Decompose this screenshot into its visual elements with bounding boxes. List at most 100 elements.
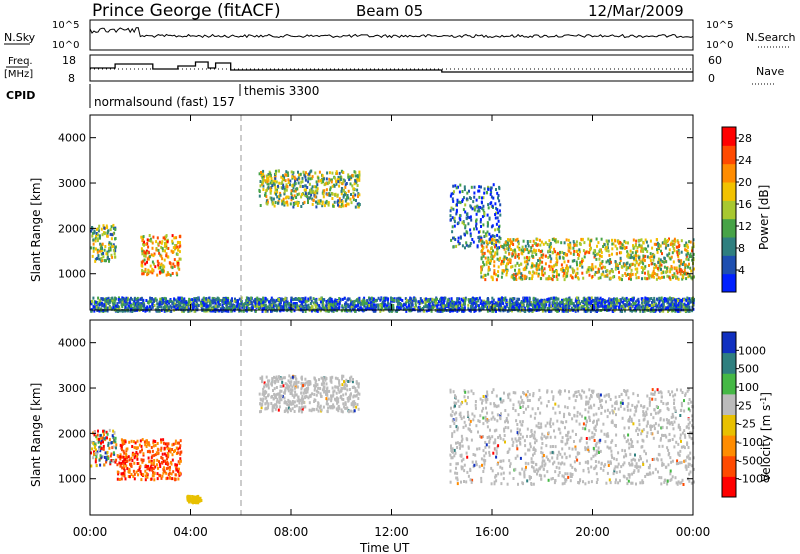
echo-cell xyxy=(417,309,420,313)
echo-cell xyxy=(461,200,464,203)
echo-cell xyxy=(170,300,172,303)
echo-cell xyxy=(504,296,507,300)
echo-cell xyxy=(94,239,97,243)
echo-cell xyxy=(675,269,678,273)
echo-cell xyxy=(410,297,413,301)
echo-cell xyxy=(689,266,692,270)
echo-cell xyxy=(118,309,121,313)
echo-cell xyxy=(665,239,667,243)
echo-cell xyxy=(301,176,304,180)
echo-cell xyxy=(567,300,570,304)
echo-cell xyxy=(292,171,295,175)
echo-cell xyxy=(124,305,127,309)
echo-cell xyxy=(400,304,403,308)
echo-cell xyxy=(614,305,617,309)
echo-cell xyxy=(156,309,159,313)
echo-cell xyxy=(245,309,248,313)
echo-cell xyxy=(505,268,508,272)
echo-cell xyxy=(608,259,611,263)
echo-cell xyxy=(586,250,589,254)
echo-cell xyxy=(497,196,499,200)
echo-cell xyxy=(312,198,315,202)
echo-cell xyxy=(503,257,506,261)
echo-cell xyxy=(374,299,377,303)
echo-cell xyxy=(275,180,278,184)
echo-cell xyxy=(627,298,630,302)
echo-cell xyxy=(662,270,665,274)
echo-cell xyxy=(575,250,578,253)
echo-cell xyxy=(302,202,305,205)
echo-cell xyxy=(420,301,423,305)
echo-cell xyxy=(344,302,346,306)
echo-cell xyxy=(451,216,454,220)
echo-cell xyxy=(561,302,564,306)
echo-cell xyxy=(550,296,553,300)
echo-cell xyxy=(202,301,205,305)
echo-cell xyxy=(677,299,679,303)
echo-cell xyxy=(525,260,528,264)
echo-cell xyxy=(656,267,659,270)
echo-cell xyxy=(611,242,614,246)
echo-cell xyxy=(111,255,114,259)
echo-cell xyxy=(513,297,516,301)
echo-cell xyxy=(537,248,540,252)
echo-cell xyxy=(449,194,452,198)
echo-cell xyxy=(441,309,444,313)
echo-cell xyxy=(548,245,551,249)
echo-cell xyxy=(503,243,506,247)
echo-cell xyxy=(692,245,695,249)
echo-cell xyxy=(106,309,109,313)
echo-cell xyxy=(156,305,159,309)
echo-cell xyxy=(647,276,650,280)
echo-cell xyxy=(339,178,342,181)
echo-cell xyxy=(452,199,455,203)
echo-cell xyxy=(484,256,487,260)
echo-cell xyxy=(480,299,483,303)
echo-cell xyxy=(307,303,310,307)
echo-cell xyxy=(450,297,453,301)
echo-cell xyxy=(656,238,658,242)
echo-cell xyxy=(347,175,350,179)
echo-cell xyxy=(506,262,508,266)
echo-cell xyxy=(240,302,243,306)
echo-cell xyxy=(622,262,625,266)
echo-cell xyxy=(341,297,344,301)
echo-cell xyxy=(568,303,571,307)
echo-cell xyxy=(673,272,676,276)
echo-cell xyxy=(173,297,176,301)
echo-cell xyxy=(485,239,488,243)
echo-cell xyxy=(165,254,168,258)
echo-cell xyxy=(442,301,445,304)
echo-cell xyxy=(465,213,468,216)
echo-cell xyxy=(661,241,664,245)
echo-cell xyxy=(543,303,546,307)
echo-cell xyxy=(306,186,309,189)
echo-cell xyxy=(481,196,483,200)
echo-cell xyxy=(158,240,161,244)
echo-cell xyxy=(606,269,609,273)
echo-cell xyxy=(405,309,408,313)
echo-cell xyxy=(474,309,477,313)
echo-cell xyxy=(524,266,526,270)
echo-cell xyxy=(364,301,367,305)
echo-cell xyxy=(242,309,245,313)
echo-cell xyxy=(377,307,380,311)
echo-cell xyxy=(145,242,148,246)
echo-cell xyxy=(125,296,128,300)
echo-cell xyxy=(588,266,591,269)
echo-cell xyxy=(684,266,687,269)
echo-cell xyxy=(93,300,96,304)
echo-cell xyxy=(662,309,665,313)
echo-cell xyxy=(625,268,628,272)
echo-cell xyxy=(616,247,619,251)
echo-cell xyxy=(356,188,359,192)
echo-cell xyxy=(504,241,507,245)
echo-cell xyxy=(555,256,558,260)
echo-cell xyxy=(487,203,490,207)
echo-cell xyxy=(526,299,529,302)
echo-cell xyxy=(101,246,103,250)
echo-cell xyxy=(495,243,498,247)
echo-cell xyxy=(207,297,210,301)
echo-cell xyxy=(502,259,505,263)
echo-cell xyxy=(342,204,345,208)
